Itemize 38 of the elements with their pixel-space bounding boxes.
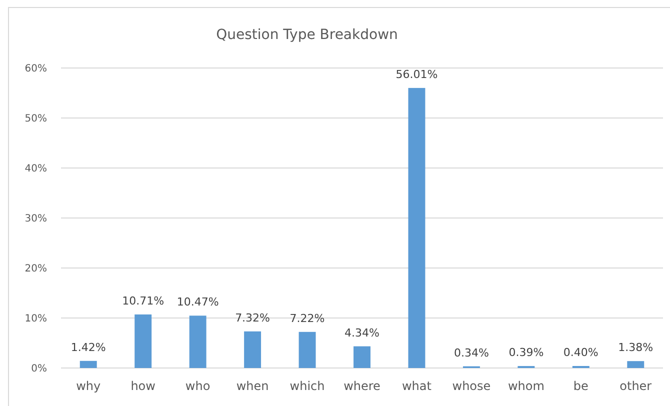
bar	[408, 88, 426, 368]
data-label: 1.42%	[70, 340, 106, 354]
x-tick-label: why	[76, 379, 101, 393]
bar	[244, 331, 262, 368]
x-tick-label: how	[130, 379, 156, 393]
x-tick-label: who	[185, 379, 210, 393]
bar	[134, 314, 152, 368]
bar	[80, 360, 97, 368]
x-tick-label: other	[620, 379, 652, 393]
y-tick-label: 0%	[31, 364, 47, 374]
data-label: 7.22%	[290, 312, 325, 325]
x-tick-label: whose	[452, 379, 491, 393]
y-tick-label: 20%	[24, 264, 47, 274]
x-tick-label: what	[402, 379, 432, 393]
data-label: 56.01%	[396, 68, 438, 81]
x-tick-label: where	[344, 379, 380, 393]
bar	[354, 346, 370, 368]
y-tick-label: 30%	[24, 214, 47, 224]
y-tick-label: 40%	[24, 164, 47, 174]
y-tick-label: 50%	[24, 114, 47, 124]
data-label: 4.34%	[344, 326, 380, 340]
bar	[298, 332, 316, 368]
x-tick-label: which	[290, 379, 325, 393]
data-label: 10.71%	[122, 294, 164, 308]
data-label: 0.34%	[454, 346, 489, 360]
data-label: 0.39%	[508, 346, 544, 360]
data-label: 0.40%	[563, 346, 598, 359]
chart-title: Question Type Breakdown	[216, 27, 398, 43]
data-label: 10.47%	[176, 296, 219, 309]
y-tick-label: 60%	[24, 64, 47, 74]
bar	[627, 361, 644, 368]
x-tick-label: whom	[508, 379, 544, 393]
x-tick-label: be	[573, 379, 588, 393]
x-tick-label: when	[236, 379, 269, 393]
y-tick-label: 10%	[24, 314, 47, 324]
data-label: 7.32%	[235, 311, 270, 324]
bar	[189, 316, 206, 368]
data-label: 1.38%	[618, 341, 654, 354]
